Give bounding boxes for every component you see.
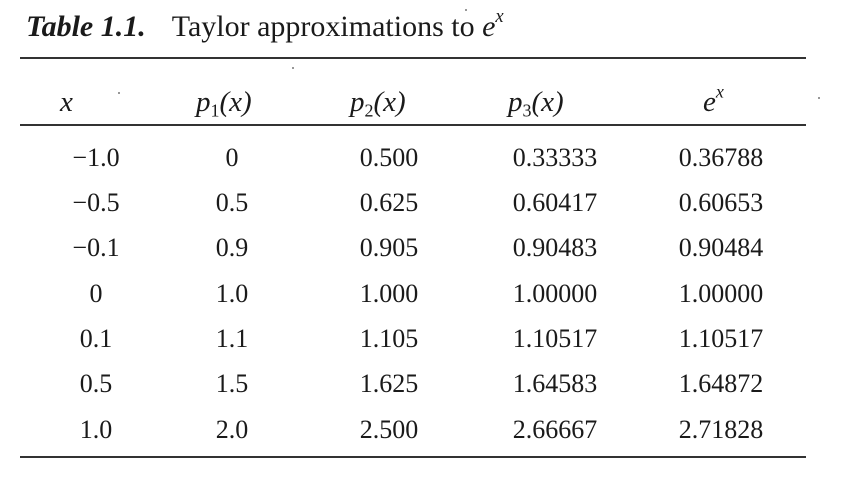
x-value: 0.5 bbox=[79, 369, 113, 398]
header-x: x bbox=[60, 86, 73, 118]
ex-value: 0.90484 bbox=[678, 233, 764, 262]
table-caption: Table 1.1. Taylor approximations to ex bbox=[26, 6, 504, 44]
ex-value: 2.71828 bbox=[678, 415, 764, 444]
p2-value: 0.905 bbox=[359, 233, 419, 262]
p1-value: 2.0 bbox=[215, 415, 249, 444]
header-p2: p2(x) bbox=[350, 86, 406, 121]
p3-value: 1.00000 bbox=[512, 279, 598, 308]
p1-value: 1.1 bbox=[215, 324, 249, 353]
title-exponential: ex bbox=[482, 6, 504, 43]
x-value: −0.5 bbox=[72, 188, 120, 217]
ex-value: 1.64872 bbox=[678, 369, 764, 398]
x-value: 0 bbox=[89, 279, 103, 308]
p1-value: 0.5 bbox=[215, 188, 249, 217]
header-ex: ex bbox=[703, 81, 724, 118]
x-value: −0.1 bbox=[72, 233, 120, 262]
p2-value: 2.500 bbox=[359, 415, 419, 444]
scan-speck bbox=[292, 67, 294, 69]
x-value: 0.1 bbox=[79, 324, 113, 353]
table-row: −1.0 0 0.500 0.33333 0.36788 bbox=[0, 138, 848, 178]
bottom-rule bbox=[20, 456, 806, 458]
header-rule bbox=[20, 124, 806, 126]
scan-speck bbox=[465, 9, 467, 11]
header-row: x p1(x) p2(x) p3(x) ex bbox=[0, 82, 848, 122]
p1-value: 1.0 bbox=[215, 279, 249, 308]
table-row: 0.1 1.1 1.105 1.10517 1.10517 bbox=[0, 319, 848, 359]
p2-value: 0.625 bbox=[359, 188, 419, 217]
p2-value: 1.105 bbox=[359, 324, 419, 353]
x-value: 1.0 bbox=[79, 415, 113, 444]
header-p1: p1(x) bbox=[196, 86, 252, 121]
table-row: −0.1 0.9 0.905 0.90483 0.90484 bbox=[0, 228, 848, 268]
p2-value: 1.000 bbox=[359, 279, 419, 308]
table-label: Table 1.1. bbox=[26, 10, 146, 43]
p3-value: 1.64583 bbox=[512, 369, 598, 398]
p1-value: 0 bbox=[225, 143, 239, 172]
ex-value: 0.60653 bbox=[678, 188, 764, 217]
ex-value: 1.00000 bbox=[678, 279, 764, 308]
table-title: Taylor approximations to bbox=[171, 10, 483, 43]
p1-value: 1.5 bbox=[215, 369, 249, 398]
scan-speck bbox=[818, 97, 820, 99]
p2-value: 0.500 bbox=[359, 143, 419, 172]
header-p3: p3(x) bbox=[508, 86, 564, 121]
top-rule bbox=[20, 57, 806, 59]
p3-value: 2.66667 bbox=[512, 415, 598, 444]
scan-speck bbox=[118, 92, 120, 94]
table-row: 1.0 2.0 2.500 2.66667 2.71828 bbox=[0, 410, 848, 450]
ex-value: 1.10517 bbox=[678, 324, 764, 353]
x-value: −1.0 bbox=[72, 143, 120, 172]
p3-value: 0.33333 bbox=[512, 143, 598, 172]
p1-value: 0.9 bbox=[215, 233, 249, 262]
table-row: −0.5 0.5 0.625 0.60417 0.60653 bbox=[0, 183, 848, 223]
p3-value: 0.90483 bbox=[512, 233, 598, 262]
p3-value: 1.10517 bbox=[512, 324, 598, 353]
table-row: 0 1.0 1.000 1.00000 1.00000 bbox=[0, 274, 848, 314]
table-row: 0.5 1.5 1.625 1.64583 1.64872 bbox=[0, 364, 848, 404]
p2-value: 1.625 bbox=[359, 369, 419, 398]
ex-value: 0.36788 bbox=[678, 143, 764, 172]
p3-value: 0.60417 bbox=[512, 188, 598, 217]
